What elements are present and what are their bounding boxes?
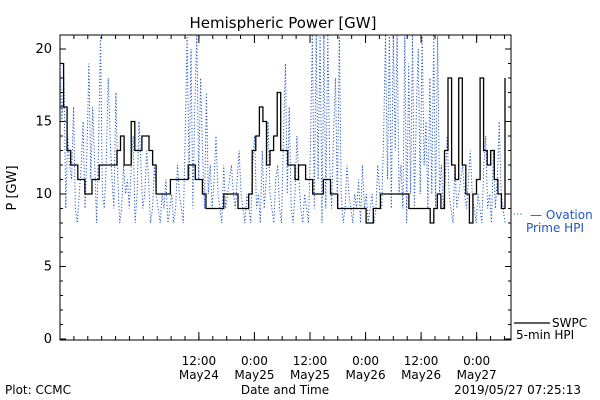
x-tick-label-date: May27 <box>457 368 497 382</box>
series-group <box>59 34 506 224</box>
x-tick-label-time: 12:00 <box>404 354 439 368</box>
x-tick-label-time: 12:00 <box>293 354 328 368</box>
x-axis: 12:00May240:00May2512:00May250:00May2612… <box>73 35 505 382</box>
y-tick-label: 5 <box>44 260 52 275</box>
series-swpc-line <box>60 62 506 224</box>
y-tick-label: 0 <box>44 332 52 347</box>
y-tick-label: 20 <box>35 42 52 57</box>
chart-title: Hemispheric Power [GW] <box>190 14 377 32</box>
y-tick-label: 15 <box>35 115 52 130</box>
x-tick-label-date: May26 <box>346 368 386 382</box>
x-tick-label-date: May25 <box>234 368 274 382</box>
x-tick-label-time: 12:00 <box>182 354 217 368</box>
series-ovation-line <box>59 34 506 224</box>
legend-ovation-label-line2: Prime HPI <box>526 221 584 235</box>
legend-swpc-label-line2: 5-min HPI <box>516 328 574 342</box>
legend-swpc-label-line1: SWPC <box>552 316 587 330</box>
plot-credit: Plot: CCMC <box>5 383 71 397</box>
x-tick-label-date: May24 <box>179 368 219 382</box>
x-tick-label-date: May26 <box>401 368 441 382</box>
x-tick-label-time: 0:00 <box>352 354 379 368</box>
legend-ovation-label-line1: — Ovation <box>530 208 593 222</box>
y-axis-label: P [GW] <box>5 165 20 210</box>
plot-frame <box>59 34 512 341</box>
timestamp: 2019/05/27 07:25:13 <box>454 383 581 397</box>
y-axis: 0 5 10 15 20 <box>35 42 511 347</box>
y-tick-label: 10 <box>35 187 52 202</box>
x-axis-label: Date and Time <box>241 383 329 397</box>
x-tick-label-time: 0:00 <box>241 354 268 368</box>
x-tick-label-time: 0:00 <box>463 354 490 368</box>
x-tick-label-date: May25 <box>290 368 330 382</box>
